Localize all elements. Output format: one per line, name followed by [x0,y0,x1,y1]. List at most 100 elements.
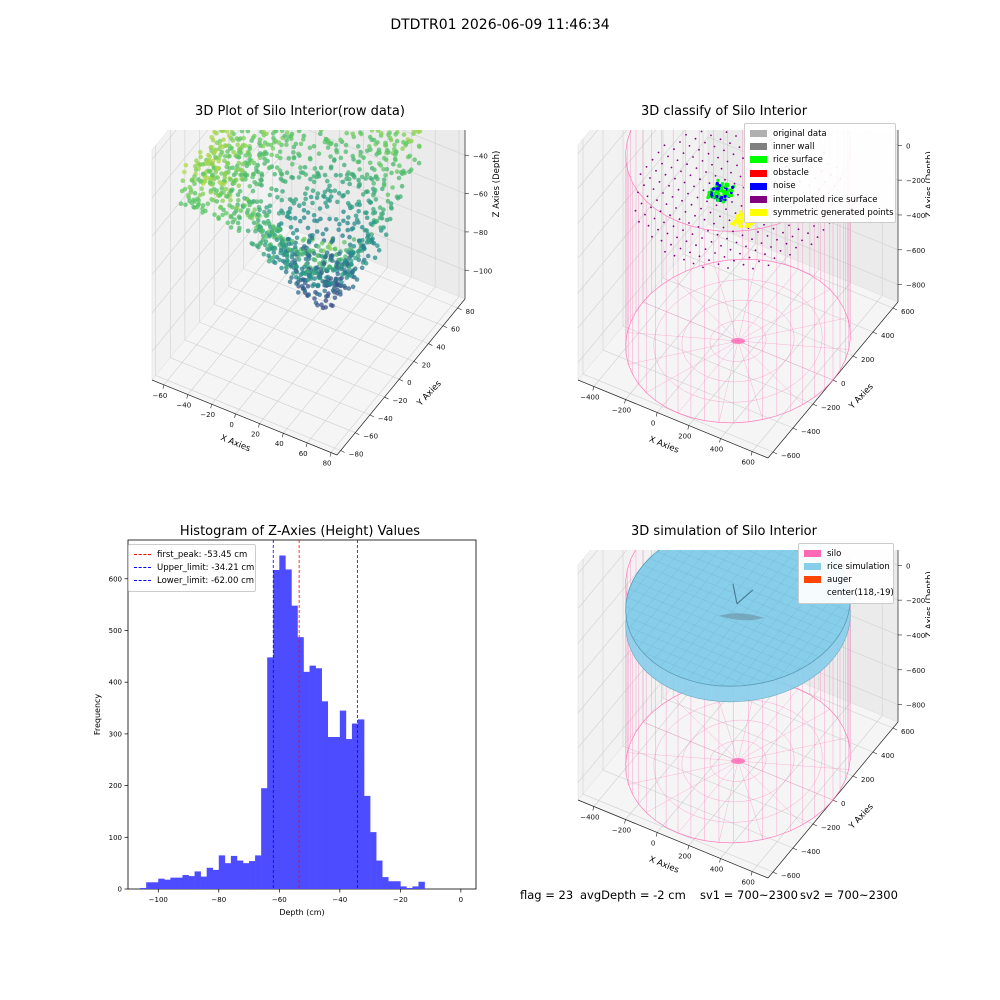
p2-y-tick-label: −400 [801,428,820,436]
p1-point [208,189,214,195]
p1-point [271,259,276,264]
panel1-3d-scatter: −60 −40 −20 0 20 40 60 80 −80 −60 −40 −20 0 20 40 60 80 −… [151,130,500,468]
p3-bar [146,882,153,889]
p1-y-tick-label: 40 [436,344,445,352]
p1-point [322,189,328,195]
p3-y-tick-label: 600 [109,575,122,583]
p1-point [314,229,320,234]
p1-point [305,225,311,231]
legend-swatch [750,209,767,217]
p2-x-axis-line [577,379,769,459]
p3-bar [194,871,201,889]
p4-y-tick-label: −200 [821,824,840,832]
p2-silo-floor-spoke [737,340,849,350]
legend-label: rice simulation [827,561,890,572]
p2-interp-point [673,148,675,151]
p2-interp-point [707,152,710,155]
p3-y-tick-label: 300 [109,730,122,738]
p2-y-tick [792,427,798,431]
p2-interp-point [689,251,691,254]
legend-label: Lower_limit: -62.00 cm [157,575,255,586]
p1-point [312,257,318,263]
p1-point [358,153,363,158]
p1-point [381,207,386,212]
p1-point [274,165,280,170]
p2-interp-point [685,240,688,243]
p3-bar [376,860,383,889]
p2-interp-point [723,256,726,258]
p2-interp-point [726,160,729,163]
p1-point [315,282,321,288]
p1-point [357,238,362,243]
p2-interp-point [663,221,665,224]
p4-y-axis-label: Y Axies [847,802,876,832]
p2-interp-point [742,157,744,160]
p1-point [317,292,322,297]
p2-interp-point [702,189,705,192]
p1-x-axis-label: X Axies [219,433,252,454]
p2-interp-point [652,188,655,190]
p2-interp-point [717,156,719,159]
p2-silo-floor-spoke [737,259,758,342]
p1-point [209,161,215,167]
p1-point [305,210,311,215]
p1-point [223,210,229,216]
p1-point [289,254,295,260]
p2-grid-x [593,130,725,387]
p1-point [231,178,237,184]
p3-bar [255,855,262,889]
p2-interp-point [701,160,704,162]
p3-y-axis-label: Frequency [93,694,102,736]
legend-label: auger [827,574,852,585]
p2-interp-point [731,201,733,203]
p1-point [343,149,349,154]
p1-y-tick [340,450,345,453]
p2-interp-point [658,181,661,183]
panel3-histogram: −100 −80 −60 −40 −20 0 0 100 200 300 400 500 600 Dept… [93,539,477,917]
p1-point [367,144,372,149]
p1-point [267,165,273,170]
p2-grid-x [688,130,820,426]
p1-point [311,282,317,287]
p2-rice-point [716,198,720,202]
p1-x-tick [329,452,332,457]
p2-interp-point [752,267,754,270]
p3-x-tick-label: −20 [393,896,408,904]
p2-interp-point [732,153,735,156]
p1-point [267,209,272,214]
p1-point [234,154,239,159]
p1-point [217,138,223,144]
p2-x-tick-label: 600 [741,459,754,467]
p1-point [258,199,264,204]
p2-interp-point [646,195,649,198]
p1-point [377,161,382,166]
p1-point [301,137,306,142]
p1-point [332,295,338,301]
p3-bar [285,569,292,889]
legend-swatch [750,182,767,190]
p4-y-tick-label: 0 [841,800,845,808]
p2-x-tick [687,425,690,430]
p3-x-tick-label: −80 [211,896,226,904]
p1-point [296,257,302,262]
p2-interp-point [673,254,676,257]
p1-y-tick [413,361,418,364]
p2-interp-point [685,133,687,136]
p1-point [319,302,324,307]
p2-interp-point [692,156,694,158]
p1-point [223,171,228,176]
p4-x-tick [655,832,658,837]
p1-point [285,236,291,242]
p1-point [312,270,318,276]
p1-grid-x [259,130,388,424]
p1-point [351,244,357,249]
p1-point [221,181,226,187]
p1-point [381,181,387,186]
p2-interp-point [670,243,672,246]
p1-y-tick-label: −60 [363,433,378,441]
p1-point [339,266,344,272]
legend-label: inner wall [773,141,815,152]
p1-point [308,274,313,280]
p2-silo-floor-spoke [646,340,739,393]
p1-point [180,178,186,183]
